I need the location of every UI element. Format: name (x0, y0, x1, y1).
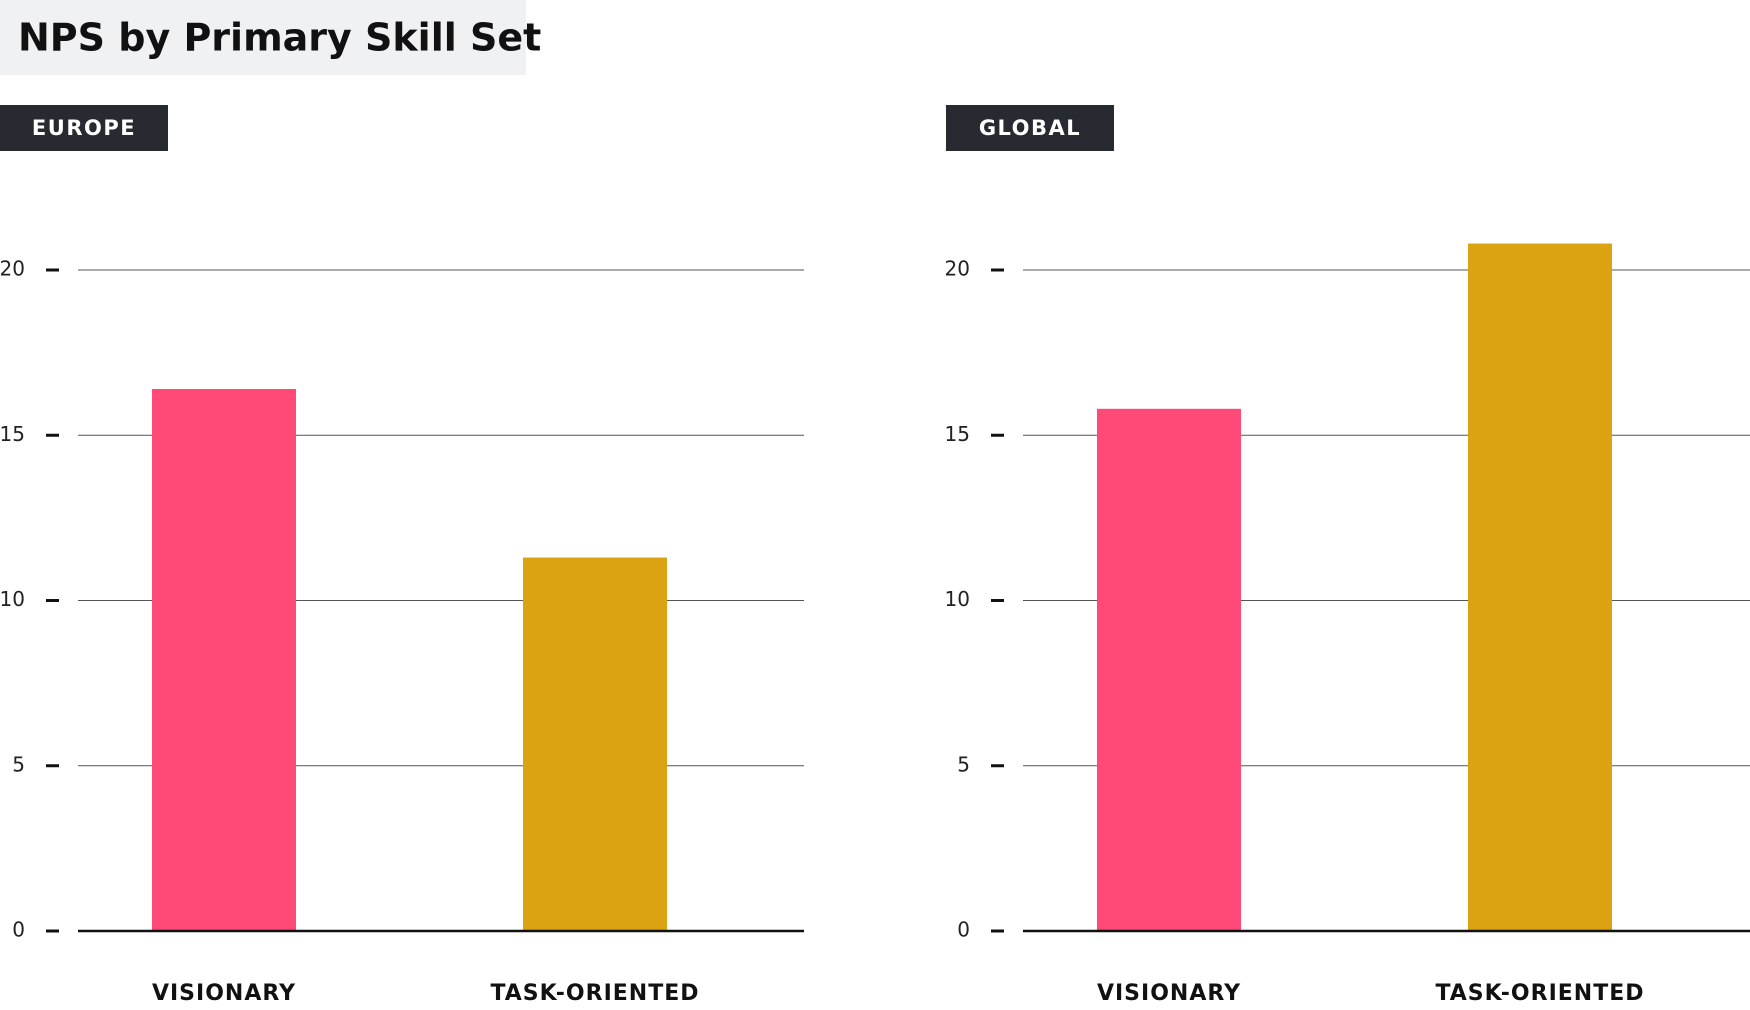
panel-title: GLOBAL (979, 116, 1081, 140)
bar (1468, 243, 1612, 931)
chart-title: NPS by Primary Skill Set (18, 16, 541, 60)
y-tick-label: 0 (12, 918, 25, 942)
y-tick-label: 20 (0, 257, 25, 281)
y-tick-label: 15 (945, 422, 970, 446)
x-tick-label: VISIONARY (152, 981, 296, 1006)
y-tick-label: 0 (957, 918, 970, 942)
panel-title: EUROPE (32, 116, 136, 140)
y-tick-label: 15 (0, 422, 25, 446)
y-tick-label: 5 (12, 752, 25, 776)
x-tick-label: TASK-ORIENTED (490, 981, 699, 1006)
x-tick-label: TASK-ORIENTED (1435, 981, 1644, 1006)
y-tick-label: 20 (945, 257, 970, 281)
bar (523, 557, 667, 931)
x-tick-label: VISIONARY (1097, 981, 1241, 1006)
y-tick-label: 10 (945, 587, 970, 611)
y-tick-label: 10 (0, 587, 25, 611)
panel-title-box (946, 105, 1114, 151)
bar (1097, 408, 1241, 931)
y-tick-label: 5 (957, 752, 970, 776)
panel-title-box (0, 105, 168, 151)
bar (152, 388, 296, 932)
title-box (0, 0, 526, 75)
